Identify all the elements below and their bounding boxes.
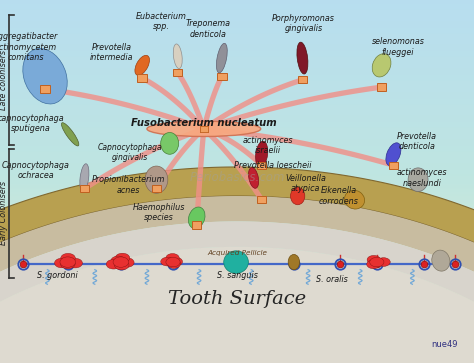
Text: aggregatibacter
actinomycetem
comitans: aggregatibacter actinomycetem comitans (0, 32, 58, 62)
Ellipse shape (224, 251, 248, 273)
Ellipse shape (367, 260, 380, 269)
Ellipse shape (217, 43, 227, 73)
Text: Prevotella
intermedia: Prevotella intermedia (90, 43, 133, 62)
Text: Acquired Pellicle: Acquired Pellicle (207, 250, 267, 256)
Text: Late colonisers: Late colonisers (0, 50, 8, 110)
Text: Prevotella loescheii: Prevotella loescheii (234, 161, 311, 170)
Bar (200, 126, 208, 132)
Ellipse shape (386, 143, 401, 166)
Ellipse shape (169, 257, 182, 266)
Text: Porphyromonas
gingivalis: Porphyromonas gingivalis (272, 14, 335, 33)
Text: Fusobacterium nucleatum: Fusobacterium nucleatum (131, 118, 277, 129)
Ellipse shape (23, 49, 67, 104)
Bar (200, 126, 208, 132)
Ellipse shape (248, 167, 259, 188)
Bar (200, 126, 208, 132)
Bar (257, 162, 266, 169)
Text: S. gordoni: S. gordoni (36, 272, 77, 280)
Text: S. oralis: S. oralis (316, 275, 347, 284)
Text: Propionibacterium
acnes: Propionibacterium acnes (91, 175, 164, 195)
Ellipse shape (61, 253, 75, 263)
Bar (200, 126, 208, 132)
Ellipse shape (345, 190, 365, 209)
Text: Early Colonisers: Early Colonisers (0, 181, 8, 245)
Bar (200, 126, 208, 132)
Text: Haemophilus
species: Haemophilus species (133, 203, 185, 222)
Ellipse shape (61, 259, 75, 269)
Ellipse shape (432, 250, 450, 271)
Ellipse shape (147, 121, 261, 136)
Text: Treponema
denticola: Treponema denticola (186, 19, 231, 39)
Ellipse shape (408, 168, 428, 192)
Bar (200, 126, 208, 132)
Bar (200, 126, 208, 132)
Ellipse shape (367, 256, 380, 264)
Bar (40, 85, 50, 93)
Ellipse shape (111, 256, 126, 266)
Polygon shape (0, 196, 474, 363)
Ellipse shape (291, 187, 305, 205)
Ellipse shape (161, 132, 179, 154)
Ellipse shape (173, 44, 182, 69)
Ellipse shape (255, 141, 268, 167)
Bar (192, 221, 201, 229)
Ellipse shape (62, 123, 79, 146)
Text: actinomyces
israelii: actinomyces israelii (243, 135, 293, 155)
Ellipse shape (119, 258, 134, 267)
Text: Capnocytophaga
ochracea: Capnocytophaga ochracea (1, 161, 70, 180)
Bar (152, 185, 161, 192)
Ellipse shape (60, 257, 75, 267)
Bar (257, 196, 266, 203)
Ellipse shape (370, 257, 384, 267)
Text: S. sanguis: S. sanguis (217, 272, 257, 280)
Ellipse shape (113, 257, 128, 267)
Text: nue49: nue49 (431, 340, 457, 349)
Ellipse shape (106, 260, 121, 269)
Ellipse shape (377, 258, 390, 266)
Bar (200, 126, 208, 132)
Bar (377, 83, 386, 91)
Bar (200, 126, 208, 132)
Bar (137, 74, 147, 82)
Text: capnocytophaga
sputigena: capnocytophaga sputigena (0, 114, 64, 133)
Ellipse shape (55, 258, 69, 268)
Polygon shape (0, 167, 474, 363)
Ellipse shape (145, 166, 168, 193)
Bar (217, 73, 227, 80)
Text: Tooth Surface: Tooth Surface (168, 290, 306, 309)
Ellipse shape (297, 42, 308, 74)
Bar (200, 126, 208, 132)
Text: Eikenella
corrodens: Eikenella corrodens (319, 186, 359, 206)
Ellipse shape (372, 54, 391, 77)
Ellipse shape (114, 260, 129, 270)
Bar (200, 126, 208, 132)
Polygon shape (0, 221, 474, 363)
Polygon shape (0, 247, 474, 363)
Ellipse shape (161, 257, 174, 266)
Bar (298, 76, 307, 83)
Text: Prevotella
denticola: Prevotella denticola (397, 132, 437, 151)
Ellipse shape (166, 254, 179, 262)
Ellipse shape (135, 55, 149, 76)
Bar (173, 69, 182, 76)
Text: Capnocytophaga
gingivalis: Capnocytophaga gingivalis (98, 143, 163, 162)
Ellipse shape (288, 254, 300, 270)
Ellipse shape (68, 258, 82, 268)
Ellipse shape (188, 207, 205, 229)
Bar (389, 162, 398, 169)
Bar (80, 185, 89, 192)
Text: Veillonella
atypica: Veillonella atypica (285, 174, 326, 193)
Ellipse shape (115, 253, 130, 263)
Text: Periobasics.com: Periobasics.com (189, 171, 285, 184)
Ellipse shape (167, 260, 181, 268)
Ellipse shape (166, 257, 180, 267)
Ellipse shape (80, 164, 89, 192)
Text: selenomonas
flueggei: selenomonas flueggei (372, 37, 425, 57)
Text: Eubacterium
spp.: Eubacterium spp. (136, 12, 187, 32)
Bar (200, 126, 208, 132)
Text: actinomyces
naeslundi: actinomyces naeslundi (397, 168, 447, 188)
